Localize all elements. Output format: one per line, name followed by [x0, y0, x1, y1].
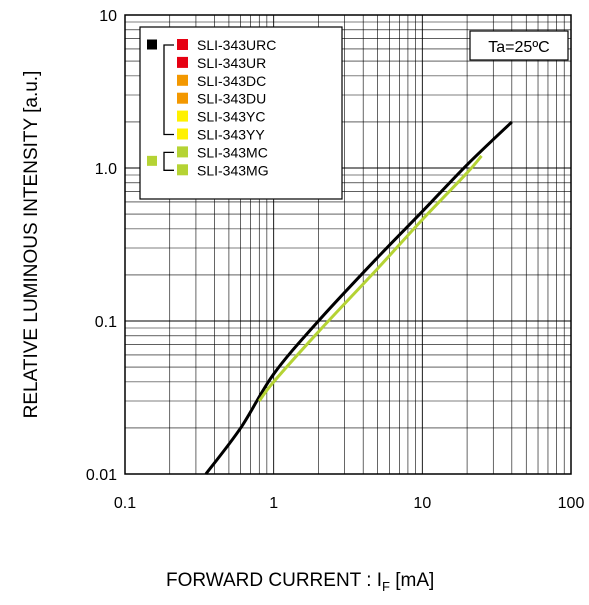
legend-label: SLI-343YC — [197, 109, 265, 125]
legend-group-1-marker — [147, 39, 157, 50]
y-tick-label: 0.01 — [86, 467, 117, 484]
temperature-annotation: Ta=25ºC — [469, 30, 569, 61]
x-axis-title-unit: [mA] — [390, 570, 434, 591]
legend-group-2-bracket — [163, 151, 174, 171]
legend-swatch — [177, 146, 188, 158]
legend-label: SLI-343YY — [197, 127, 265, 143]
series-layer — [204, 120, 513, 475]
legend-swatch — [177, 39, 188, 50]
legend-label: SLI-343URC — [197, 37, 276, 53]
y-tick-label: 1.0 — [95, 161, 117, 178]
x-axis-title: FORWARD CURRENT : IF [mA] — [166, 570, 434, 594]
x-tick-label: 1 — [269, 495, 278, 512]
legend-swatch — [177, 110, 188, 122]
tick-labels: 0.01 0.1 1.0 10 0.1 1 10 100 — [86, 8, 585, 512]
x-tick-label: 100 — [558, 495, 585, 512]
legend-group-1-bracket — [163, 44, 174, 136]
y-tick-label: 0.1 — [95, 314, 117, 331]
temperature-label: Ta=25ºC — [488, 39, 549, 56]
legend-swatch — [177, 56, 188, 68]
legend-label: SLI-343UR — [197, 55, 266, 71]
legend-label: SLI-343DU — [197, 91, 266, 107]
legend-swatch — [177, 92, 188, 104]
series-line-2 — [258, 154, 483, 402]
y-tick-label: 10 — [99, 8, 117, 25]
legend-swatch — [177, 74, 188, 86]
legend-label: SLI-343MG — [197, 162, 269, 178]
x-tick-label: 0.1 — [114, 495, 136, 512]
x-tick-label: 10 — [413, 495, 431, 512]
legend-group-2-marker — [147, 155, 157, 166]
legend-swatch — [177, 128, 188, 140]
series-line-1 — [204, 120, 513, 475]
y-axis-title: RELATIVE LUMINOUS INTENSITY [a.u.] — [21, 71, 42, 419]
x-axis-title-subscript: F — [382, 579, 390, 594]
plot-border — [124, 14, 572, 475]
legend-swatch — [177, 164, 188, 176]
legend-label: SLI-343DC — [197, 73, 266, 89]
x-axis-title-main: FORWARD CURRENT : I — [166, 570, 382, 591]
legend: SLI-343URC SLI-343UR SLI-343DC SLI-343DU SLI… — [139, 26, 343, 200]
legend-label: SLI-343MC — [197, 144, 268, 160]
